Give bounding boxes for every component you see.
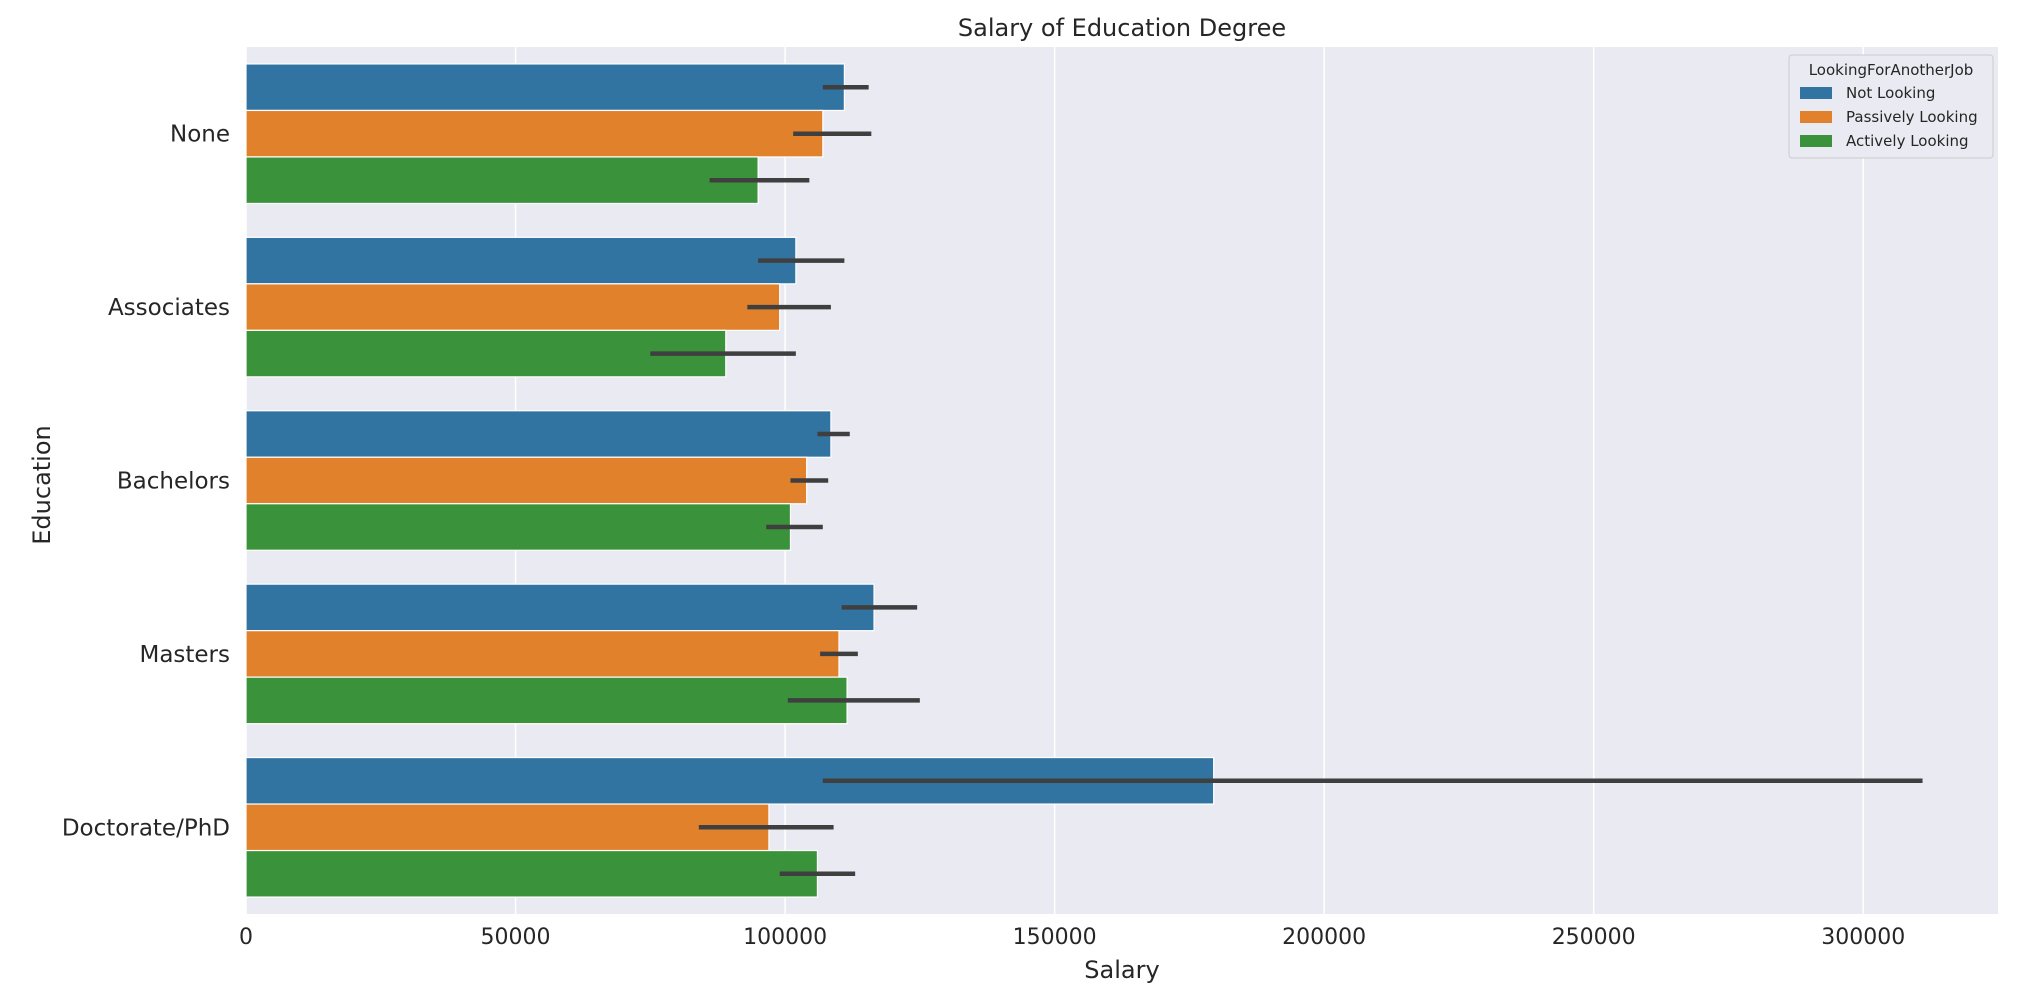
- x-axis-label: Salary: [1084, 956, 1159, 984]
- bar-associates-not-looking: [245, 236, 797, 285]
- legend-label-passively-looking: Passively Looking: [1846, 108, 1978, 126]
- legend-title: LookingForAnotherJob: [1809, 61, 1974, 79]
- bar-bachelors-passively-looking: [245, 456, 808, 505]
- bar-masters-not-looking: [245, 583, 875, 632]
- bar-none-passively-looking: [245, 109, 824, 158]
- x-tick-label: 150000: [1013, 925, 1097, 950]
- bar-bachelors-not-looking: [245, 410, 832, 458]
- chart-title: Salary of Education Degree: [958, 14, 1286, 42]
- error-bars: [650, 84, 1923, 877]
- y-tick-labels: None Associates Bachelors Masters Doctorate/…: [62, 122, 230, 842]
- bars: [245, 63, 1215, 898]
- legend: LookingForAnotherJob Not Looking Passivel…: [1788, 54, 1994, 159]
- x-tick-label: 0: [239, 925, 253, 950]
- y-tick-label: Associates: [108, 295, 230, 321]
- bar-masters-actively-looking: [245, 676, 848, 725]
- legend-swatch-not-looking: [1800, 87, 1832, 99]
- x-tick-label: 300000: [1821, 925, 1905, 950]
- x-tick-labels: 0 50000 100000 150000 200000 250000 300000: [239, 925, 1905, 950]
- legend-label-not-looking: Not Looking: [1846, 84, 1935, 102]
- x-tick-label: 50000: [481, 925, 551, 950]
- bar-none-actively-looking: [245, 156, 759, 205]
- legend-swatch-passively-looking: [1800, 111, 1832, 123]
- bar-doctorate-phd-passively-looking: [245, 803, 770, 852]
- legend-label-actively-looking: Actively Looking: [1846, 132, 1969, 150]
- bar-bachelors-actively-looking: [245, 503, 792, 551]
- y-tick-label: Bachelors: [117, 469, 230, 495]
- y-tick-label: Doctorate/PhD: [62, 815, 230, 841]
- bar-none-not-looking: [245, 63, 845, 112]
- x-tick-label: 200000: [1282, 925, 1366, 950]
- x-tick-label: 250000: [1552, 925, 1636, 950]
- bar-associates-actively-looking: [245, 329, 727, 378]
- bar-associates-passively-looking: [245, 283, 781, 331]
- bar-doctorate-phd-actively-looking: [245, 849, 819, 898]
- x-tick-label: 100000: [743, 925, 827, 950]
- y-tick-label: Masters: [139, 642, 230, 668]
- y-axis-label: Education: [28, 425, 56, 544]
- bar-masters-passively-looking: [245, 630, 840, 678]
- legend-frame: [1788, 54, 1994, 159]
- y-tick-label: None: [170, 122, 230, 148]
- legend-swatch-actively-looking: [1800, 135, 1832, 147]
